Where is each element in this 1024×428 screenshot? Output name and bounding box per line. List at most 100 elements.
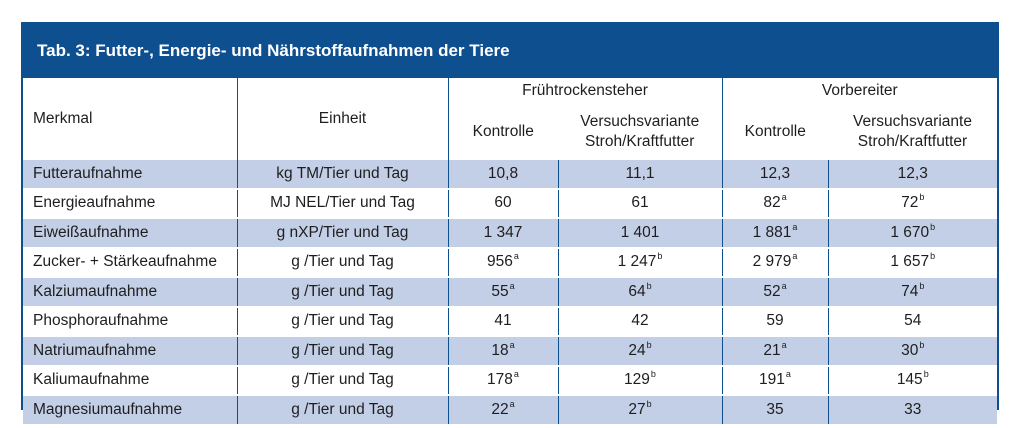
significance-superscript: b <box>919 280 925 291</box>
cell-number: 10,8 <box>487 164 519 182</box>
cell-value: 55a <box>447 277 558 308</box>
cell-value: 1 881a <box>721 218 828 249</box>
cell-value: 59 <box>721 306 828 337</box>
cell-einheit: g nXP/Tier und Tag <box>236 218 448 249</box>
cell-einheit: kg TM/Tier und Tag <box>236 160 448 190</box>
cell-merkmal: Zucker- + Stärkeaufnahme <box>23 247 237 278</box>
cell-value: 1 657b <box>827 247 998 278</box>
cell-value: 178a <box>447 365 558 396</box>
cell-value: 1 247b <box>557 247 722 278</box>
significance-superscript: a <box>509 339 515 350</box>
table-frame: Tab. 3: Futter-, Energie- und Nährstoffa… <box>21 22 999 424</box>
cell-number: 22 <box>491 400 509 418</box>
cell-number: 1 401 <box>620 223 660 241</box>
cell-merkmal: Phosphoraufnahme <box>23 306 237 337</box>
cell-number: 129 <box>624 371 650 389</box>
significance-superscript: b <box>930 221 936 232</box>
cell-number: 11,1 <box>625 164 655 182</box>
cell-merkmal: Futteraufnahme <box>23 160 237 190</box>
cell-merkmal: Eiweißaufnahme <box>23 218 237 249</box>
header-einheit: Einheit <box>236 78 448 160</box>
cell-number: 2 979 <box>752 253 792 271</box>
significance-superscript: a <box>781 280 787 291</box>
cell-merkmal: Kalziumaufnahme <box>23 277 237 308</box>
cell-value: 74b <box>827 277 998 308</box>
cell-value: 27b <box>557 395 722 424</box>
cell-value: 191a <box>721 365 828 396</box>
cell-number: 82 <box>763 194 781 212</box>
cell-value: 54 <box>827 306 998 337</box>
significance-superscript: b <box>657 251 663 262</box>
header-versuch-2: Versuchsvariante Stroh/Kraftfutter <box>828 104 997 160</box>
header-group-fruehtrockensteher: Frühtrockensteher <box>447 78 722 104</box>
cell-einheit: MJ NEL/Tier und Tag <box>236 188 448 219</box>
cell-value: 11,1 <box>557 160 722 190</box>
cell-value: 145b <box>827 365 998 396</box>
header-versuch-line1: Versuchsvariante <box>580 113 700 130</box>
cell-number: 24 <box>628 341 646 359</box>
significance-superscript: a <box>792 221 798 232</box>
data-table: Merkmal Einheit Frühtrockensteher Vorber… <box>23 78 998 424</box>
significance-superscript: b <box>646 280 652 291</box>
cell-value: 60 <box>447 188 558 219</box>
cell-value: 64b <box>557 277 722 308</box>
table-row: Energieaufnahme MJ NEL/Tier und Tag 60 61 82… <box>23 188 998 219</box>
header-versuch-line2: Stroh/Kraftfutter <box>857 133 968 150</box>
header-versuch-1: Versuchsvariante Stroh/Kraftfutter <box>558 104 722 160</box>
cell-number: 1 657 <box>890 253 930 271</box>
cell-number: 55 <box>491 282 509 300</box>
cell-value: 33 <box>827 395 998 424</box>
cell-merkmal: Energieaufnahme <box>23 188 237 219</box>
cell-value: 82a <box>721 188 828 219</box>
cell-value: 30b <box>827 336 998 367</box>
table-row: Phosphoraufnahme g /Tier und Tag 41 42 59 54 <box>23 306 998 337</box>
cell-number: 18 <box>491 341 509 359</box>
cell-number: 145 <box>896 371 923 389</box>
cell-number: 12,3 <box>897 164 928 182</box>
cell-number: 956 <box>487 253 513 271</box>
significance-superscript: b <box>930 251 936 262</box>
cell-einheit: g /Tier und Tag <box>236 247 448 278</box>
significance-superscript: a <box>781 339 787 350</box>
cell-number: 52 <box>763 282 781 300</box>
cell-einheit: g /Tier und Tag <box>236 395 448 424</box>
cell-number: 54 <box>904 312 922 330</box>
cell-number: 42 <box>631 312 649 330</box>
cell-value: 41 <box>447 306 558 337</box>
cell-value: 12,3 <box>721 160 828 190</box>
cell-number: 30 <box>901 341 919 359</box>
cell-value: 1 347 <box>447 218 558 249</box>
table-row: Futteraufnahme kg TM/Tier und Tag 10,8 11,1… <box>23 160 998 190</box>
cell-value: 35 <box>721 395 828 424</box>
table-row: Magnesiumaufnahme g /Tier und Tag 22a 27b 35… <box>23 395 998 424</box>
cell-number: 33 <box>904 400 922 418</box>
significance-superscript: a <box>513 251 519 262</box>
cell-number: 41 <box>494 312 512 330</box>
cell-number: 60 <box>494 194 512 212</box>
table-row: Kaliumaufnahme g /Tier und Tag 178a 129b 191… <box>23 365 998 396</box>
header-group-vorbereiter: Vorbereiter <box>721 78 998 104</box>
significance-superscript: b <box>923 369 929 380</box>
cell-number: 1 881 <box>752 223 792 241</box>
cell-value: 42 <box>557 306 722 337</box>
header-merkmal: Merkmal <box>33 110 93 127</box>
significance-superscript: a <box>509 280 515 291</box>
cell-number: 27 <box>628 400 646 418</box>
cell-value: 956a <box>447 247 558 278</box>
significance-superscript: b <box>646 398 652 409</box>
significance-superscript: b <box>650 369 656 380</box>
cell-number: 21 <box>763 341 781 359</box>
cell-number: 1 247 <box>617 253 657 271</box>
cell-einheit: g /Tier und Tag <box>236 336 448 367</box>
cell-value: 52a <box>721 277 828 308</box>
significance-superscript: b <box>919 339 925 350</box>
significance-superscript: a <box>513 369 519 380</box>
significance-superscript: a <box>509 398 515 409</box>
cell-number: 12,3 <box>759 164 791 182</box>
cell-merkmal: Magnesiumaufnahme <box>23 395 237 424</box>
table-row: Natriumaufnahme g /Tier und Tag 18a 24b 21a 3… <box>23 336 998 367</box>
significance-superscript: a <box>792 251 798 262</box>
cell-number: 191 <box>759 371 785 389</box>
significance-superscript: a <box>785 369 791 380</box>
cell-merkmal: Kaliumaufnahme <box>23 365 237 396</box>
